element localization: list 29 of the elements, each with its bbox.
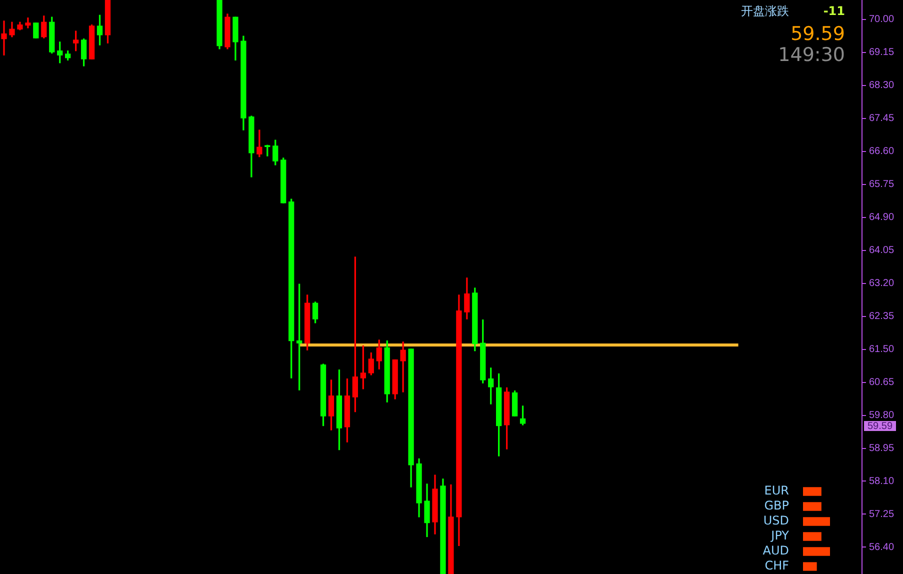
y-tick-label: 62.35	[869, 311, 894, 322]
y-tick-label: GBP	[764, 498, 789, 513]
y-tick-label: CHF	[764, 558, 790, 573]
y-tick-label: 66.60	[869, 146, 894, 158]
y-tick-label: 57.25	[869, 508, 894, 520]
y-tick-label: 58.10	[869, 476, 894, 487]
y-tick-label: 56.40	[869, 542, 894, 553]
annotation: -11	[823, 4, 845, 18]
annotation: 149:30	[778, 44, 845, 66]
y-tick-label: 59.80	[869, 410, 894, 422]
y-tick-label: 68.30	[869, 80, 894, 92]
y-tick-label: 58.95	[869, 443, 894, 454]
text: 59.59	[864, 421, 896, 432]
y-tick-label: 60.65	[869, 377, 894, 388]
candlestick	[33, 22, 39, 38]
annotation: 开盘涨跌	[741, 4, 789, 18]
y-tick-label: 67.45	[869, 113, 894, 124]
y-tick-label: AUD	[762, 544, 789, 558]
y-tick-label: 64.90	[869, 212, 894, 224]
y-tick-label: 63.20	[869, 278, 894, 290]
y-tick-label: 61.50	[869, 344, 894, 356]
y-tick-label: EUR	[764, 484, 789, 498]
y-tick-label: 64.05	[869, 245, 894, 256]
annotation: 59.59	[790, 23, 845, 45]
y-tick-label: JPY	[770, 528, 790, 543]
y-tick-label: 69.15	[869, 47, 894, 58]
y-tick-label: USD	[763, 514, 789, 528]
y-tick-label: 70.00	[869, 14, 894, 26]
y-tick-label: 65.75	[869, 179, 894, 190]
